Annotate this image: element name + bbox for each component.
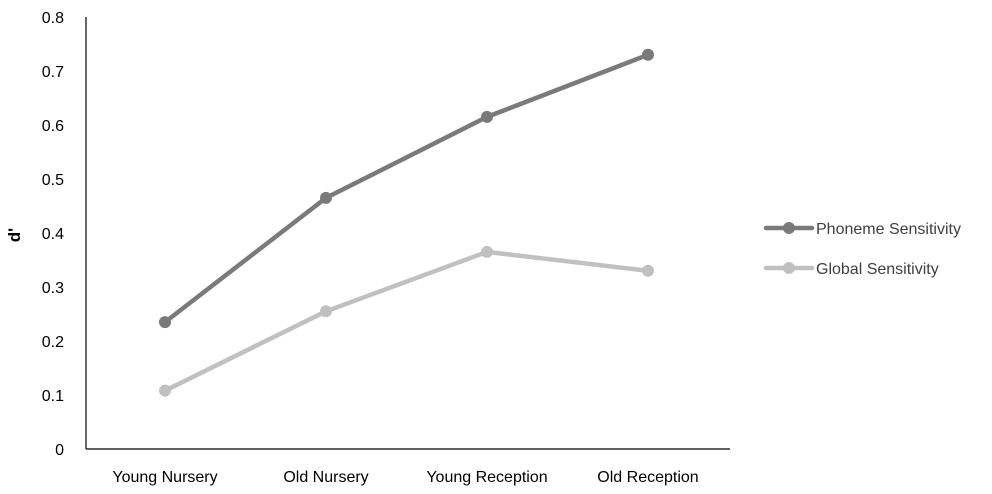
y-tick-labels: 0 0.1 0.2 0.3 0.4 0.5 0.6 0.7 0.8 — [42, 10, 64, 459]
x-tick-labels: Young Nursery Old Nursery Young Reception O… — [112, 469, 698, 486]
x-tick-label: Young Reception — [426, 469, 547, 486]
x-tick-label: Old Reception — [597, 469, 698, 486]
data-point — [159, 316, 171, 329]
y-axis-label: d' — [5, 228, 24, 242]
series-lines — [159, 48, 654, 397]
legend-label: Global Sensitivity — [816, 261, 939, 278]
data-point — [481, 245, 493, 258]
y-tick-label: 0 — [55, 442, 64, 459]
y-tick-label: 0.7 — [42, 64, 64, 81]
x-tick-label: Young Nursery — [112, 469, 217, 486]
series-line — [162, 249, 651, 393]
legend: Phoneme Sensitivity Global Sensitivity — [763, 221, 961, 278]
y-tick-label: 0.4 — [42, 226, 64, 243]
data-point — [320, 305, 332, 318]
y-tick-label: 0.3 — [42, 280, 64, 297]
x-tick-label: Old Nursery — [283, 469, 368, 486]
legend-item: Phoneme Sensitivity — [763, 221, 961, 238]
data-point — [642, 264, 654, 277]
legend-swatch-marker — [783, 262, 795, 274]
legend-item: Global Sensitivity — [763, 261, 939, 278]
y-tick-label: 0.5 — [42, 172, 64, 189]
axes — [85, 17, 730, 450]
legend-swatch-marker — [783, 222, 795, 234]
y-tick-label: 0.1 — [42, 388, 64, 405]
data-point — [642, 48, 654, 61]
y-tick-label: 0.8 — [42, 10, 64, 27]
y-tick-label: 0.6 — [42, 118, 64, 135]
y-tick-label: 0.2 — [42, 334, 64, 351]
series-phoneme — [159, 48, 654, 329]
data-point — [481, 110, 493, 123]
data-point — [159, 384, 171, 397]
series-global — [159, 245, 654, 397]
data-point — [320, 191, 332, 204]
legend-label: Phoneme Sensitivity — [816, 221, 961, 238]
series-line — [162, 52, 651, 325]
